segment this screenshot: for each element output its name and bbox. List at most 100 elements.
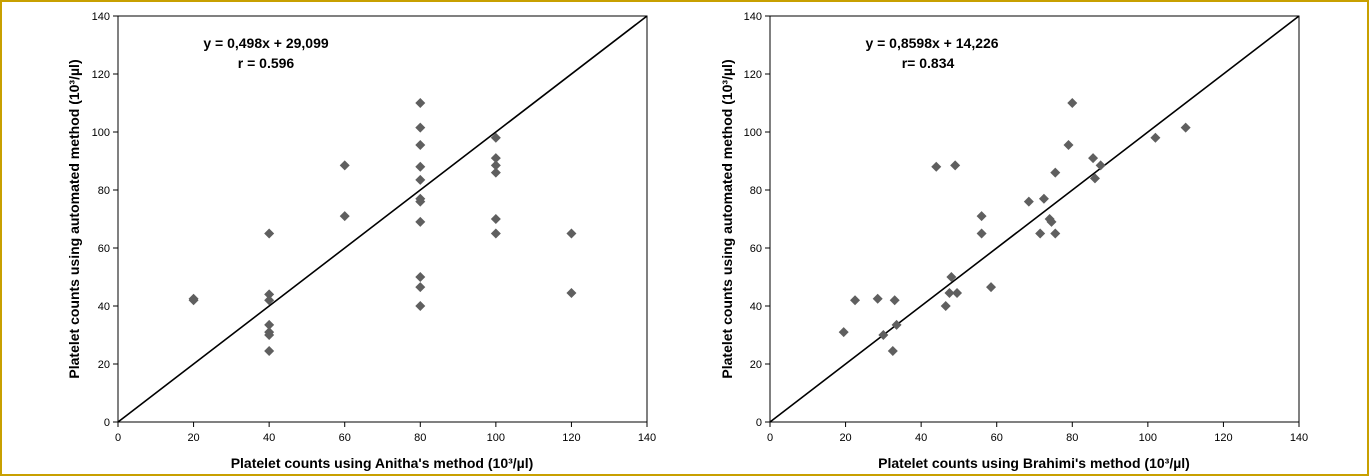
x-tick-label: 120 [1214, 432, 1232, 444]
data-point [1023, 196, 1034, 207]
y-tick-label: 80 [750, 185, 762, 197]
data-point [872, 293, 883, 304]
data-point [490, 160, 501, 171]
data-point [264, 319, 275, 330]
y-axis-label: Platelet counts using automated method (… [66, 59, 82, 378]
data-point [850, 295, 861, 306]
data-point [940, 301, 951, 311]
correlation-label: r= 0.834 [902, 55, 955, 71]
data-point [566, 287, 577, 298]
data-point [946, 272, 957, 282]
y-tick-label: 120 [92, 69, 110, 81]
x-tick-label: 40 [915, 432, 927, 444]
x-axis-label: Platelet counts using Anitha's method (1… [231, 455, 534, 471]
data-point [889, 295, 900, 306]
data-point [415, 216, 426, 227]
data-point [264, 330, 275, 340]
data-point [1089, 173, 1100, 184]
data-point [950, 160, 961, 171]
data-point [339, 211, 350, 222]
data-point [1050, 167, 1061, 178]
x-axis-ticks: 0 20 40 60 80 100 120 140 [115, 422, 656, 444]
data-point [976, 228, 987, 239]
data-point [1150, 132, 1161, 143]
data-point [415, 98, 426, 108]
x-tick-label: 120 [562, 432, 580, 444]
data-point [490, 167, 501, 178]
scatter-chart-anitha: 0 20 40 60 80 100 120 140 0 20 40 60 80 100 120 140 y … [66, 11, 656, 471]
data-point [566, 228, 577, 239]
data-point [490, 132, 501, 143]
data-point [264, 345, 275, 356]
x-tick-label: 60 [991, 432, 1003, 444]
data-point [339, 160, 350, 171]
y-tick-label: 20 [750, 359, 762, 371]
data-point [976, 211, 987, 222]
x-tick-label: 80 [1066, 432, 1078, 444]
data-point [1050, 228, 1061, 239]
data-point [1088, 153, 1099, 164]
data-point [415, 140, 426, 151]
data-point [878, 330, 889, 340]
x-tick-label: 40 [263, 432, 275, 444]
data-points [188, 98, 577, 356]
data-point [986, 282, 997, 293]
y-tick-label: 40 [750, 301, 762, 313]
data-point [490, 228, 501, 239]
x-tick-label: 140 [638, 432, 656, 444]
plot-area [117, 15, 648, 423]
y-tick-label: 0 [104, 417, 110, 429]
reference-line [117, 15, 648, 423]
y-tick-label: 120 [744, 69, 762, 81]
y-axis-label: Platelet counts using automated method (… [719, 59, 735, 378]
y-tick-label: 140 [92, 11, 110, 23]
data-point [931, 161, 942, 172]
plot-area [769, 15, 1300, 423]
data-point [887, 345, 898, 356]
x-tick-label: 140 [1290, 432, 1308, 444]
reference-line [769, 15, 1300, 423]
data-point [415, 161, 426, 172]
data-point [264, 228, 275, 239]
x-tick-label: 80 [414, 432, 426, 444]
data-point [1067, 98, 1078, 108]
y-axis-ticks: 0 20 40 60 80 100 120 140 [744, 11, 770, 429]
y-axis-ticks: 0 20 40 60 80 100 120 140 [92, 11, 118, 429]
data-point [264, 295, 275, 306]
data-point [1046, 216, 1057, 227]
data-point [415, 282, 426, 293]
x-tick-label: 100 [1139, 432, 1157, 444]
scatter-chart-brahimi: 0 20 40 60 80 100 120 140 0 20 40 60 80 100 120 140 y … [719, 11, 1308, 471]
data-point [1180, 122, 1191, 133]
data-point [264, 289, 275, 300]
y-tick-label: 60 [750, 243, 762, 255]
data-point [415, 122, 426, 133]
y-tick-label: 40 [98, 301, 110, 313]
y-tick-label: 80 [98, 185, 110, 197]
x-tick-label: 0 [115, 432, 121, 444]
data-point [490, 214, 501, 224]
data-point [415, 196, 426, 207]
y-tick-label: 100 [92, 127, 110, 139]
x-axis-label: Platelet counts using Brahimi's method (… [878, 455, 1190, 471]
regression-equation: y = 0,8598x + 14,226 [865, 35, 998, 51]
y-tick-label: 140 [744, 11, 762, 23]
data-point [1035, 228, 1046, 239]
y-tick-label: 100 [744, 127, 762, 139]
data-point [1063, 140, 1074, 151]
data-point [188, 295, 199, 306]
data-point [944, 287, 955, 298]
y-tick-label: 60 [98, 243, 110, 255]
x-axis-ticks: 0 20 40 60 80 100 120 140 [767, 422, 1308, 444]
data-point [1038, 193, 1049, 204]
y-tick-label: 0 [756, 417, 762, 429]
data-point [490, 153, 501, 164]
x-tick-label: 0 [767, 432, 773, 444]
data-point [415, 301, 426, 311]
data-point [415, 272, 426, 282]
x-tick-label: 20 [839, 432, 851, 444]
correlation-label: r = 0.596 [238, 55, 295, 71]
data-point [891, 319, 902, 330]
